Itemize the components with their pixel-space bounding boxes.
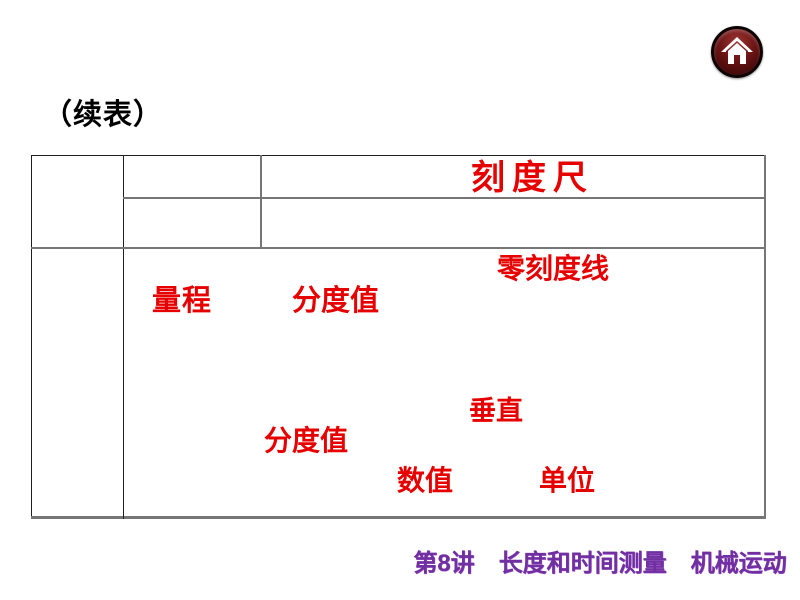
table-divider-vertical-1 — [123, 155, 124, 519]
answer-unit: 单位 — [539, 465, 596, 496]
home-button[interactable] — [711, 26, 763, 78]
table-header-ruler-label: 刻度尺 — [471, 159, 594, 197]
table-divider-horizontal-1 — [123, 197, 766, 199]
answer-perpendicular: 垂直 — [469, 396, 523, 426]
answer-division-value-1: 分度值 — [292, 285, 380, 317]
home-icon — [720, 36, 754, 68]
content-table: 刻度尺 零刻度线 量程 分度值 垂直 分度值 数值 单位 — [31, 155, 766, 519]
table-border-bottom — [31, 516, 766, 519]
continued-table-label: （续表） — [43, 99, 164, 131]
table-border-right — [764, 155, 766, 519]
table-border-top — [31, 155, 766, 156]
answer-measuring-range: 量程 — [152, 285, 213, 317]
table-border-left — [31, 155, 32, 519]
answer-division-value-2: 分度值 — [264, 425, 349, 456]
table-divider-vertical-2 — [260, 155, 262, 249]
answer-numeric-value: 数值 — [397, 465, 454, 496]
answer-zero-scale-line: 零刻度线 — [497, 253, 610, 284]
footer-lesson-title: 第8讲 长度和时间测量 机械运动 — [413, 550, 787, 577]
table-divider-horizontal-2 — [31, 247, 766, 249]
